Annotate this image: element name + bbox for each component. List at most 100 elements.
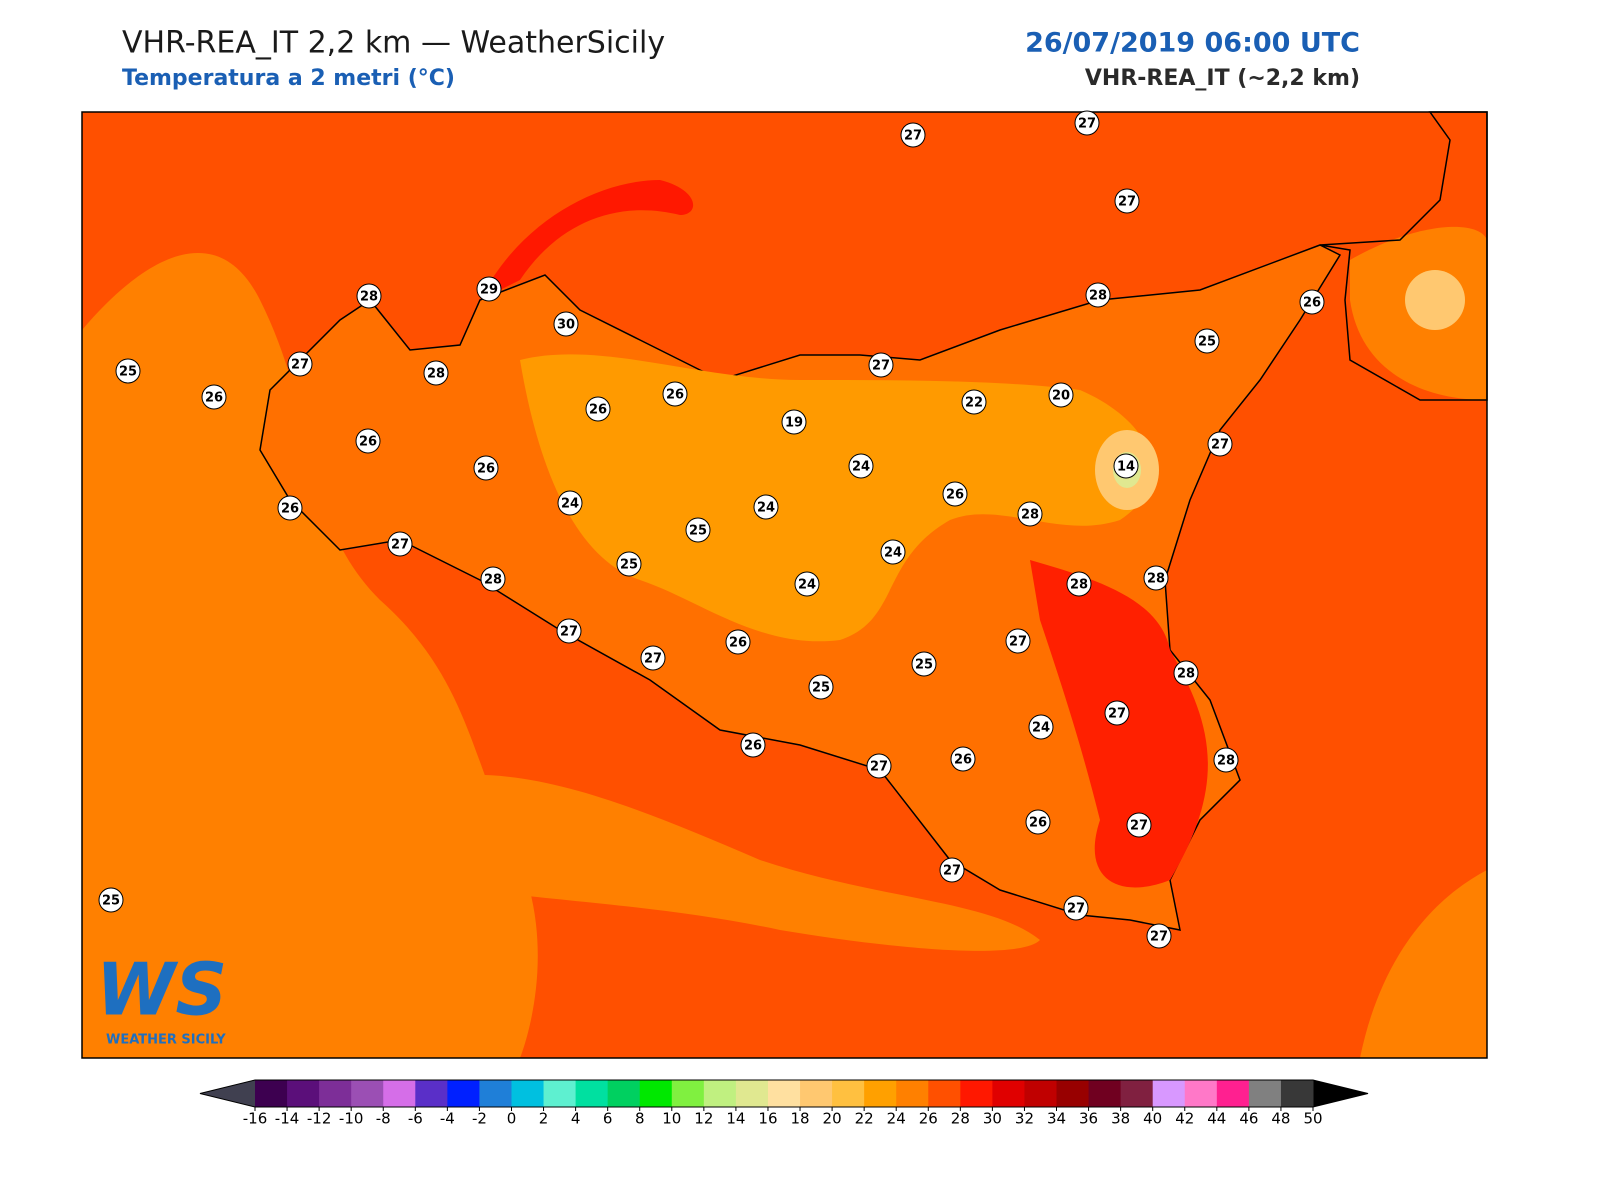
colorbar-tick-label: -8 bbox=[376, 1110, 391, 1128]
station-marker bbox=[880, 539, 906, 565]
colorbar-tick-label: 16 bbox=[758, 1110, 777, 1128]
station-marker bbox=[866, 753, 892, 779]
station-marker bbox=[1066, 571, 1092, 597]
colorbar-tick-label: 22 bbox=[855, 1110, 874, 1128]
colorbar-tick-label: 48 bbox=[1271, 1110, 1290, 1128]
colorbar-swatch bbox=[1088, 1080, 1122, 1107]
colorbar-tick-label: 0 bbox=[507, 1110, 517, 1128]
station-value: 28 bbox=[1021, 508, 1039, 523]
colorbar-swatch bbox=[1152, 1080, 1186, 1107]
colorbar-tick-label: 4 bbox=[571, 1110, 581, 1128]
station-marker bbox=[685, 517, 711, 543]
station-value: 27 bbox=[560, 625, 578, 640]
colorbar-tick-label: 8 bbox=[635, 1110, 645, 1128]
colorbar-tick-label: -10 bbox=[339, 1110, 364, 1128]
colorbar-swatch bbox=[1184, 1080, 1218, 1107]
colorbar-over bbox=[1313, 1080, 1368, 1107]
station-marker bbox=[950, 746, 976, 772]
station-marker bbox=[1173, 660, 1199, 686]
station-value: 27 bbox=[644, 652, 662, 667]
colorbar-swatch bbox=[287, 1080, 320, 1107]
colorbar-tick-label: -4 bbox=[440, 1110, 455, 1128]
station-value: 27 bbox=[291, 358, 309, 373]
colorbar-swatch bbox=[1248, 1080, 1282, 1107]
colorbar-tick-label: -16 bbox=[243, 1110, 268, 1128]
station-value: 27 bbox=[1150, 930, 1168, 945]
station-marker bbox=[808, 674, 834, 700]
station-marker bbox=[1104, 700, 1130, 726]
colorbar-tick-label: 20 bbox=[823, 1110, 842, 1128]
station-marker bbox=[1074, 110, 1100, 136]
colorbar-tick-label: 34 bbox=[1047, 1110, 1066, 1128]
station-value: 24 bbox=[884, 546, 902, 561]
station-value: 26 bbox=[729, 636, 747, 651]
station-value: 26 bbox=[281, 502, 299, 517]
station-marker bbox=[1126, 812, 1152, 838]
station-value: 25 bbox=[812, 681, 830, 696]
colorbar-swatch bbox=[383, 1080, 416, 1107]
station-value: 28 bbox=[1089, 289, 1107, 304]
colorbar-tick-label: 24 bbox=[887, 1110, 906, 1128]
colorbar-swatch bbox=[735, 1080, 769, 1107]
colorbar-tick-label: 46 bbox=[1239, 1110, 1258, 1128]
station-marker bbox=[753, 494, 779, 520]
station-marker bbox=[1194, 328, 1220, 354]
station-value: 25 bbox=[1198, 335, 1216, 350]
colorbar-swatch bbox=[319, 1080, 352, 1107]
colorbar-swatch bbox=[864, 1080, 897, 1107]
station-value: 24 bbox=[798, 578, 816, 593]
colorbar-swatch bbox=[575, 1080, 609, 1107]
station-marker bbox=[473, 455, 499, 481]
station-value: 26 bbox=[1029, 816, 1047, 831]
station-marker bbox=[277, 495, 303, 521]
station-marker bbox=[1085, 282, 1111, 308]
station-marker bbox=[900, 122, 926, 148]
station-marker bbox=[1028, 714, 1054, 740]
hot-field bbox=[480, 180, 694, 300]
station-value: 24 bbox=[852, 460, 870, 475]
station-marker bbox=[848, 453, 874, 479]
colorbar-tick-label: -14 bbox=[275, 1110, 300, 1128]
inland-field bbox=[520, 354, 1153, 642]
station-marker bbox=[115, 358, 141, 384]
station-marker bbox=[1207, 431, 1233, 457]
station-value: 27 bbox=[904, 129, 922, 144]
colorbar-tick-label: 12 bbox=[694, 1110, 713, 1128]
station-marker bbox=[1143, 565, 1169, 591]
colorbar-tick-label: 10 bbox=[662, 1110, 681, 1128]
station-value: 27 bbox=[1067, 902, 1085, 917]
colorbar-swatch bbox=[1120, 1080, 1154, 1107]
warm-field bbox=[1360, 870, 1487, 1058]
station-value: 24 bbox=[757, 501, 775, 516]
colorbar-tick-label: -6 bbox=[408, 1110, 423, 1128]
colorbar-swatch bbox=[479, 1080, 512, 1107]
station-marker bbox=[480, 566, 506, 592]
subtitle: Temperatura a 2 metri (°C) bbox=[122, 66, 455, 91]
station-marker bbox=[1017, 501, 1043, 527]
station-marker bbox=[1063, 895, 1089, 921]
station-value: 14 bbox=[1117, 460, 1135, 475]
station-marker bbox=[356, 283, 382, 309]
colorbar-tick-label: 38 bbox=[1111, 1110, 1130, 1128]
station-marker bbox=[98, 887, 124, 913]
station-value: 28 bbox=[1147, 572, 1165, 587]
colorbar-swatch bbox=[992, 1080, 1025, 1107]
colorbar-tick-label: 40 bbox=[1143, 1110, 1162, 1128]
colorbar-swatch bbox=[415, 1080, 448, 1107]
station-marker bbox=[585, 396, 611, 422]
station-marker bbox=[423, 360, 449, 386]
colorbar-under bbox=[200, 1080, 255, 1107]
station-value: 27 bbox=[1078, 117, 1096, 132]
colorbar-tick-label: 6 bbox=[603, 1110, 613, 1128]
colorbar-swatch bbox=[543, 1080, 577, 1107]
station-marker bbox=[911, 651, 937, 677]
station-value: 27 bbox=[1211, 438, 1229, 453]
map: WS WEATHER SICILY bbox=[81, 111, 1488, 1059]
colorbar-swatch bbox=[351, 1080, 384, 1107]
station-value: 28 bbox=[1217, 754, 1235, 769]
warm-field bbox=[420, 774, 1040, 951]
colorbar-swatch bbox=[800, 1080, 833, 1107]
station-value: 26 bbox=[589, 403, 607, 418]
colorbar-tick-label: -2 bbox=[472, 1110, 487, 1128]
colorbar-swatch bbox=[511, 1080, 545, 1107]
